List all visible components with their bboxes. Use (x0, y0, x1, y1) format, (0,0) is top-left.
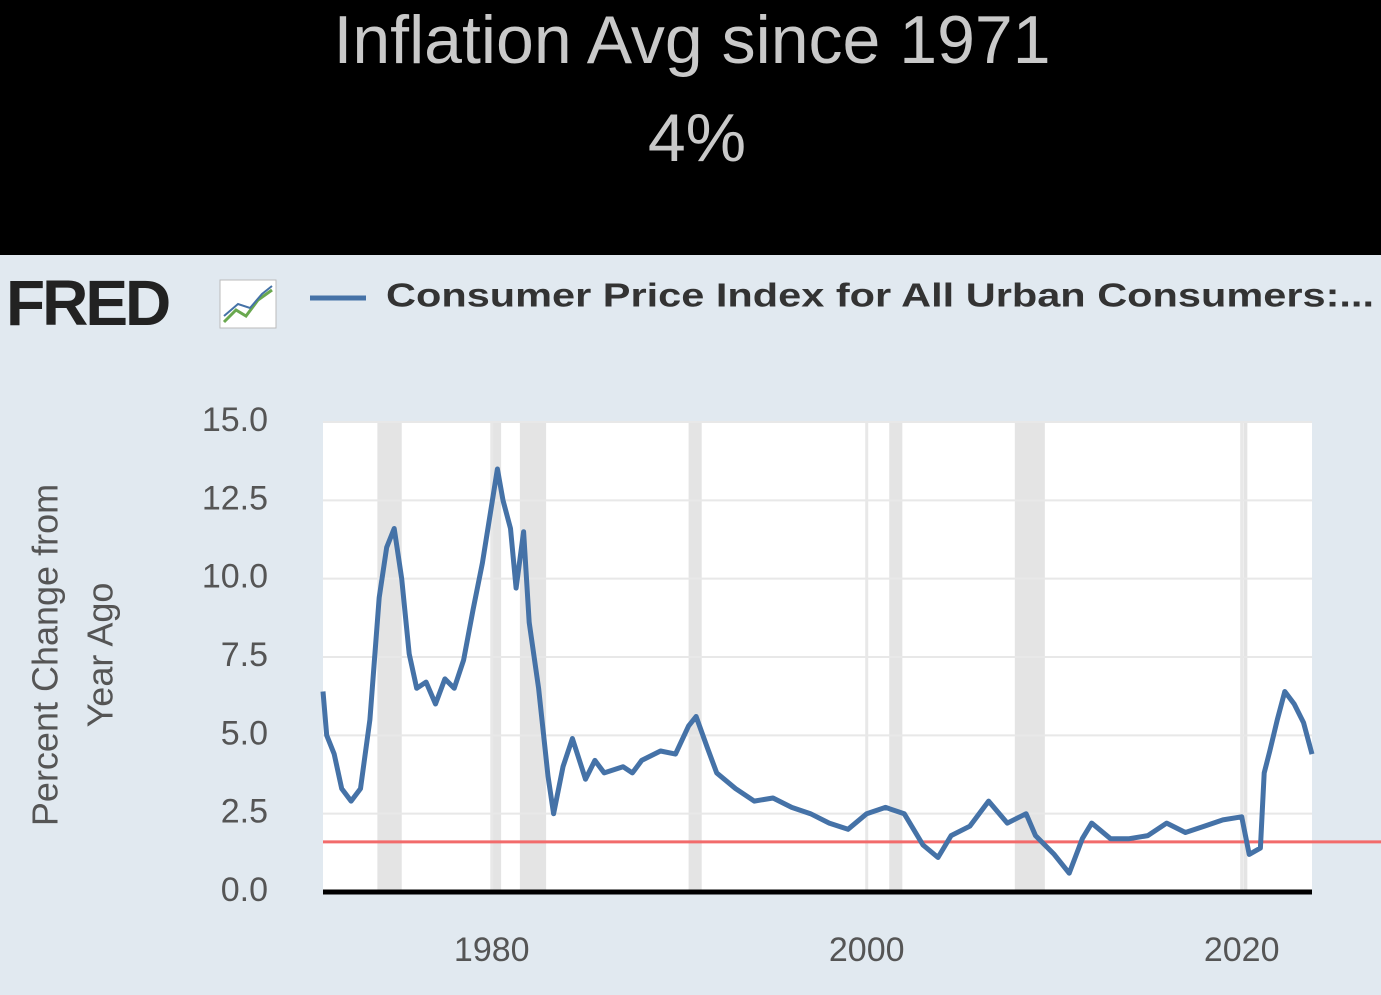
y-tick-label: 15.0 (202, 401, 268, 439)
legend-label: Consumer Price Index for All Urban Consu… (386, 277, 1374, 314)
header-band (0, 0, 1381, 255)
logo-icon (219, 279, 277, 329)
y-axis-label: Percent Change from (25, 484, 66, 826)
title-value: 4% (648, 100, 746, 176)
y-tick-label: 0.0 (221, 871, 268, 909)
y-tick-label: 2.5 (221, 793, 268, 831)
y-tick-label: 7.5 (221, 636, 268, 674)
x-tick-label: 2020 (1204, 931, 1280, 969)
y-tick-label: 12.5 (202, 479, 268, 517)
x-tick-label: 1980 (454, 931, 530, 969)
y-tick-label: 5.0 (221, 714, 268, 752)
data-line (320, 466, 1315, 876)
y-tick-label: 10.0 (202, 558, 268, 596)
y-axis-label: Year Ago (80, 583, 121, 728)
logo: FRED (6, 267, 169, 339)
x-tick-label: 2000 (829, 931, 905, 969)
title: Inflation Avg since 1971 (333, 2, 1050, 78)
